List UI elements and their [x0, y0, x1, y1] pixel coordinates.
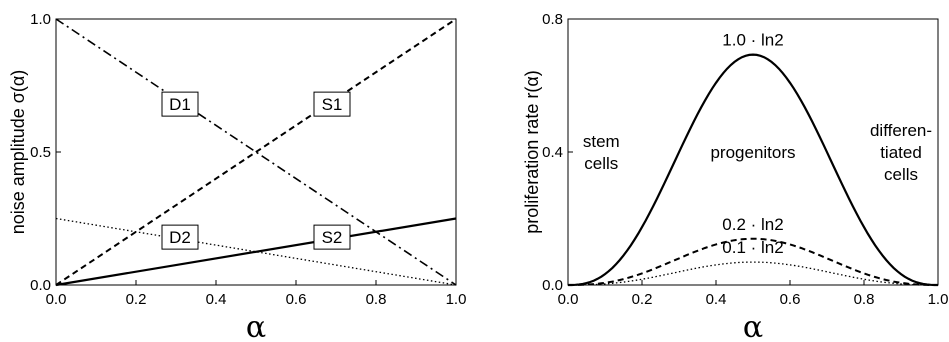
- region-label: tiated: [880, 143, 922, 162]
- region-label: progenitors: [710, 143, 795, 162]
- x-tick-label: 0.2: [126, 291, 147, 308]
- x-tick-label: 0.8: [854, 291, 875, 308]
- x-tick-label: 0.4: [206, 291, 227, 308]
- label-text: D2: [169, 228, 191, 247]
- region-label: differen-: [870, 121, 932, 140]
- x-tick-label: 0.0: [558, 291, 579, 308]
- y-tick-label: 0.0: [542, 277, 563, 294]
- y-tick-label: 0.8: [542, 11, 563, 28]
- series-label-s2: S2: [313, 224, 351, 250]
- series-label: 0.2 · ln2: [722, 215, 783, 234]
- series-line-solid: [568, 53, 938, 287]
- x-tick-label: 0.6: [780, 291, 801, 308]
- x-axis-label: α: [743, 310, 763, 342]
- series-label: 1.0 · ln2: [722, 31, 783, 50]
- noise-amplitude-chart: 0.0 0.2 0.4 0.6 0.8 1.0 0.0 0.5 1.0 α noise amplit…: [8, 11, 466, 342]
- label-text: S2: [322, 228, 343, 247]
- series-label-d2: D2: [161, 224, 199, 250]
- series-line-dotted: [568, 261, 938, 286]
- x-tick-label: 0.6: [286, 291, 307, 308]
- series-label: 0.1 · ln2: [722, 238, 783, 257]
- y-axis-label: noise amplitude σ(α): [8, 70, 28, 235]
- y-tick-label: 1.0: [30, 11, 51, 28]
- series-label-d1: D1: [161, 91, 199, 117]
- x-tick-label: 1.0: [928, 291, 949, 308]
- label-box: [313, 224, 351, 250]
- x-tick-label: 1.0: [446, 291, 467, 308]
- region-label: cells: [584, 154, 618, 173]
- series-line-s2: [55, 217, 457, 287]
- x-tick-label: 0.8: [366, 291, 387, 308]
- label-box: [161, 224, 199, 250]
- y-axis-label: proliferation rate r(α): [522, 70, 542, 233]
- series-line-dashed: [568, 237, 938, 286]
- y-tick-label: 0.4: [542, 144, 563, 161]
- y-tick-label: 0.5: [30, 144, 51, 161]
- label-text: S1: [322, 95, 343, 114]
- y-tick-label: 0.0: [30, 277, 51, 294]
- series-line-d1: [55, 18, 457, 286]
- label-box: [161, 91, 199, 117]
- x-tick-label: 0.0: [46, 291, 67, 308]
- proliferation-rate-chart: 0.0 0.2 0.4 0.6 0.8 1.0 0.0 0.4 0.8 α proliferatio…: [522, 11, 948, 342]
- x-axis-label: α: [246, 310, 266, 342]
- region-label: stem: [583, 132, 620, 151]
- region-label: cells: [884, 165, 918, 184]
- x-tick-label: 0.4: [706, 291, 727, 308]
- series-line-s1: [55, 18, 457, 286]
- label-box: [313, 91, 351, 117]
- series-label-s1: S1: [313, 91, 351, 117]
- label-text: D1: [169, 95, 191, 114]
- x-tick-label: 0.2: [632, 291, 653, 308]
